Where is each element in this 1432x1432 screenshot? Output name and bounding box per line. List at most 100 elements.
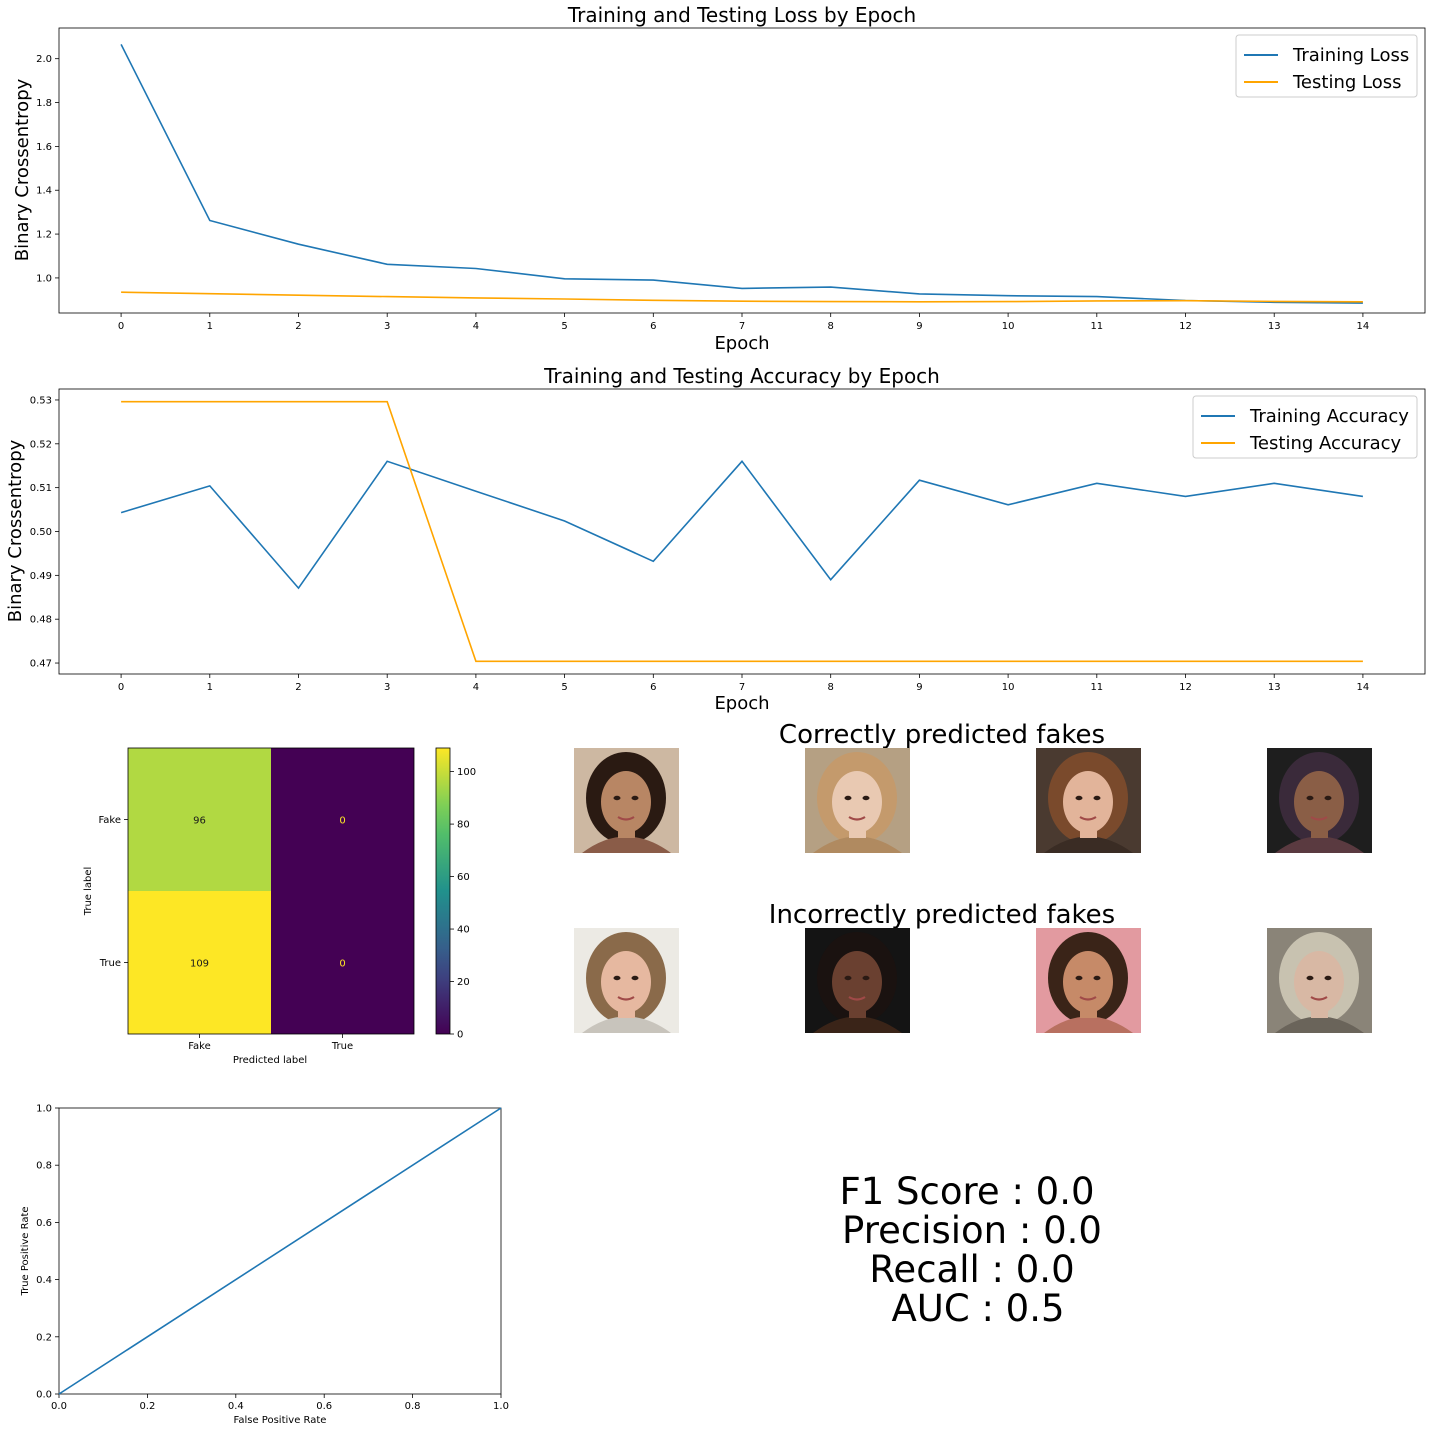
loss-xtick-label: 10 xyxy=(1002,321,1015,332)
face-thumbnails xyxy=(574,748,1372,1033)
accuracy-legend-label: Testing Accuracy xyxy=(1249,433,1402,454)
shoulders-shape xyxy=(1275,1016,1364,1033)
confusion-matrix-ylabel: True label xyxy=(83,867,94,917)
roc-chart-xlabel: False Positive Rate xyxy=(234,1415,327,1426)
mouth-shape xyxy=(617,996,635,1001)
mouth-shape xyxy=(1310,996,1328,1001)
recall-text: Recall : 0.0 xyxy=(869,1248,1074,1291)
mouth-shape xyxy=(1310,816,1328,821)
accuracy-xtick-label: 8 xyxy=(828,682,834,693)
shoulders-shape xyxy=(1044,836,1133,853)
cm-colorbar-tick-label: 60 xyxy=(457,872,470,883)
roc-curve-line xyxy=(58,1107,502,1395)
eye-shape xyxy=(862,975,870,981)
roc-frame xyxy=(58,1107,502,1395)
cm-cell-value: 0 xyxy=(339,959,345,970)
accuracy-ytick-label: 0.52 xyxy=(30,439,52,450)
accuracy-legend-label: Training Accuracy xyxy=(1249,406,1409,427)
loss-chart-xlabel: Epoch xyxy=(714,333,769,354)
accuracy-xtick-label: 10 xyxy=(1002,682,1015,693)
metrics-panel: F1 Score : 0.0 Precision : 0.0 Recall : … xyxy=(839,1170,1101,1330)
loss-legend: Training Loss Testing Loss xyxy=(1235,34,1418,98)
loss-xtick-label: 6 xyxy=(650,321,656,332)
cm-ytick-label: True xyxy=(99,958,121,969)
loss-xtick-label: 7 xyxy=(739,321,745,332)
loss-xtick-label: 13 xyxy=(1268,321,1281,332)
eye-shape xyxy=(1093,975,1101,981)
eye-shape xyxy=(1306,975,1314,981)
confusion-matrix-xlabel: Predicted label xyxy=(233,1055,307,1066)
eye-shape xyxy=(1324,975,1332,981)
accuracy-xtick-label: 13 xyxy=(1268,682,1281,693)
roc-xtick-label: 0.2 xyxy=(139,1401,155,1412)
cm-cell-value: 109 xyxy=(190,959,209,970)
cm-xtick-label: True xyxy=(331,1041,353,1052)
face-photo-1 xyxy=(574,748,679,853)
mouth-shape xyxy=(1079,816,1097,821)
roc-chart: 0.0 0.2 0.4 0.6 0.8 1.0 0.0 0.2 0.4 0.6 0.8 1.0 Fal… xyxy=(20,1104,509,1427)
cm-colorbar xyxy=(435,747,451,1035)
accuracy-chart-title: Training and Testing Accuracy by Epoch xyxy=(543,364,940,388)
face-photo-4 xyxy=(1267,748,1372,853)
confusion-matrix-plot: 96 0 109 0 Fake True Fake True 0 20 40 60 80 100 xyxy=(98,747,476,1052)
auc-text: AUC : 0.5 xyxy=(891,1287,1064,1330)
roc-ytick-label: 0.8 xyxy=(36,1161,52,1172)
confusion-matrix: 96 0 109 0 Fake True Fake True 0 20 40 60 80 100 Pred… xyxy=(83,747,476,1066)
image-grid: Correctly predicted fakes Incorrectly pr… xyxy=(574,720,1372,1033)
cm-cell xyxy=(271,891,414,1034)
roc-ytick-label: 0.4 xyxy=(36,1275,52,1286)
roc-ytick-label: 0.6 xyxy=(36,1218,52,1229)
cm-frame xyxy=(127,747,415,1035)
accuracy-chart: Training and Testing Accuracy by Epoch 0… xyxy=(5,364,1426,714)
loss-ytick-label: 1.2 xyxy=(36,230,52,241)
loss-xtick-label: 14 xyxy=(1357,321,1370,332)
shoulders-shape xyxy=(813,1016,902,1033)
loss-ytick-label: 2.0 xyxy=(36,54,52,65)
accuracy-xtick-label: 4 xyxy=(473,682,479,693)
accuracy-plot-area: 0 1 2 3 4 5 6 7 8 9 10 11 12 13 140.470.480.490.500.51… xyxy=(30,388,1426,693)
roc-ytick-label: 1.0 xyxy=(36,1104,52,1115)
loss-chart-title: Training and Testing Loss by Epoch xyxy=(567,3,916,27)
accuracy-xtick-label: 9 xyxy=(916,682,922,693)
accuracy-xtick-label: 0 xyxy=(118,682,124,693)
mouth-shape xyxy=(1079,996,1097,1001)
face-photo-5 xyxy=(574,928,679,1033)
face-shape xyxy=(832,951,882,1013)
eye-shape xyxy=(631,975,639,981)
roc-ytick-label: 0.2 xyxy=(36,1332,52,1343)
accuracy-xtick-label: 3 xyxy=(384,682,390,693)
loss-xtick-label: 0 xyxy=(118,321,124,332)
cm-colorbar-tick-label: 80 xyxy=(457,820,470,831)
accuracy-xtick-label: 12 xyxy=(1179,682,1192,693)
cm-ytick-label: Fake xyxy=(98,815,121,826)
loss-legend-frame xyxy=(1235,34,1418,98)
eye-shape xyxy=(1075,795,1083,801)
roc-plot-area: 0.0 0.2 0.4 0.6 0.8 1.0 0.0 0.2 0.4 0.6 0.8 1.0 xyxy=(36,1104,509,1413)
eye-shape xyxy=(631,795,639,801)
roc-chart-ylabel: True Positive Rate xyxy=(20,1206,31,1296)
eye-shape xyxy=(844,975,852,981)
mouth-shape xyxy=(617,816,635,821)
accuracy-series-line-2 xyxy=(121,400,1363,663)
face-shape xyxy=(1294,951,1344,1013)
f1-score-text: F1 Score : 0.0 xyxy=(839,1170,1094,1213)
shoulders-shape xyxy=(813,836,902,853)
roc-xtick-label: 0.0 xyxy=(51,1401,67,1412)
eye-shape xyxy=(1075,975,1083,981)
accuracy-ytick-label: 0.51 xyxy=(30,483,52,494)
roc-xtick-label: 0.6 xyxy=(316,1401,332,1412)
cm-colorbar-tick-label: 0 xyxy=(457,1030,463,1041)
accuracy-series-line-1 xyxy=(120,460,1364,590)
loss-xtick-label: 3 xyxy=(384,321,390,332)
roc-xtick-label: 0.4 xyxy=(228,1401,244,1412)
cm-xtick-label: Fake xyxy=(188,1041,211,1052)
loss-xtick-label: 4 xyxy=(473,321,479,332)
accuracy-xtick-label: 14 xyxy=(1357,682,1370,693)
precision-text: Precision : 0.0 xyxy=(842,1209,1102,1252)
eye-shape xyxy=(862,795,870,801)
shoulders-shape xyxy=(582,1016,671,1033)
roc-xtick-label: 0.8 xyxy=(405,1401,421,1412)
loss-ytick-label: 1.4 xyxy=(36,186,52,197)
